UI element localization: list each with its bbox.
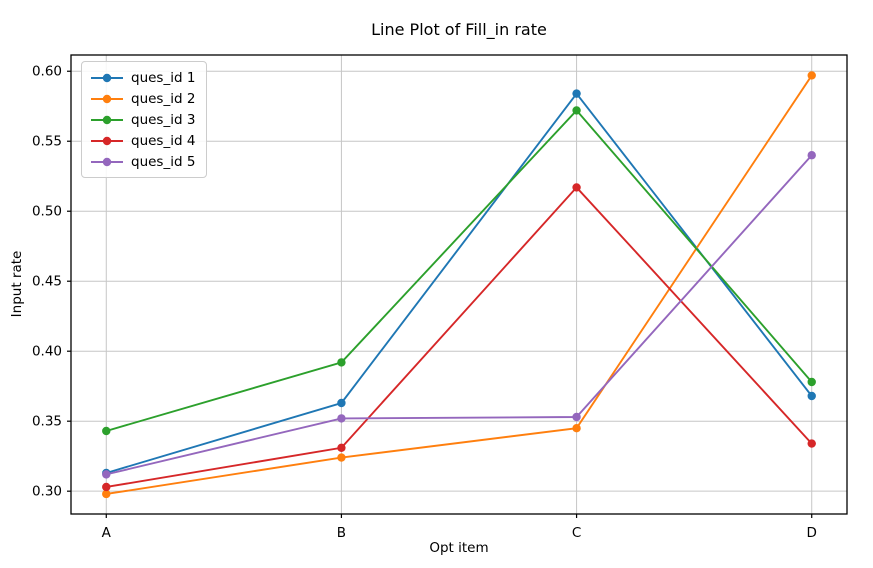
data-point-ques_id-1-D <box>807 391 816 401</box>
y-tick-label: 0.50 <box>32 204 62 220</box>
data-point-ques_id-3-B <box>337 358 346 367</box>
data-point-ques_id-2-C <box>572 423 581 433</box>
data-point-ques_id-5-A <box>102 470 111 479</box>
data-point-ques_id-4-A <box>102 482 111 492</box>
legend-entry: ques_id 3 <box>91 109 195 130</box>
y-tick-label: 0.55 <box>32 134 62 150</box>
data-point-ques_id-4-D <box>807 439 816 448</box>
series-line-ques_id-3 <box>106 109 813 432</box>
legend-marker-icon <box>91 94 123 103</box>
series-line-ques_id-4 <box>106 186 813 488</box>
axes-frame <box>70 54 848 515</box>
legend-marker-icon <box>91 115 123 124</box>
y-tick-label: 0.45 <box>32 274 62 290</box>
series-line-ques_id-2 <box>106 74 813 495</box>
data-point-ques_id-3-C <box>572 106 581 115</box>
x-tick-label: B <box>337 525 346 541</box>
series-line-ques_id-5 <box>106 154 813 476</box>
y-tick-label: 0.60 <box>32 64 62 80</box>
legend-label: ques_id 4 <box>131 132 196 149</box>
x-tick-label: A <box>102 525 112 541</box>
data-point-ques_id-5-D <box>807 151 816 160</box>
series-line-ques_id-1 <box>106 92 813 474</box>
data-point-ques_id-3-D <box>807 377 816 387</box>
data-point-ques_id-1-C <box>572 89 581 98</box>
legend-label: ques_id 5 <box>131 153 196 170</box>
data-point-ques_id-4-B <box>337 443 346 452</box>
chart-title: Line Plot of Fill_in rate <box>371 20 547 39</box>
x-tick-label: C <box>572 525 581 541</box>
legend-marker-icon <box>91 157 123 166</box>
legend-marker-icon <box>91 73 123 82</box>
legend-entry: ques_id 5 <box>91 151 195 172</box>
data-point-ques_id-4-C <box>572 183 581 192</box>
legend-entry: ques_id 2 <box>91 88 195 109</box>
data-point-ques_id-5-B <box>337 414 346 423</box>
data-point-ques_id-2-B <box>337 453 346 462</box>
legend-label: ques_id 1 <box>131 69 196 86</box>
legend-label: ques_id 2 <box>131 90 196 107</box>
data-point-ques_id-2-D <box>807 71 816 80</box>
data-point-ques_id-3-A <box>102 426 111 436</box>
y-tick-label: 0.30 <box>32 484 62 500</box>
y-tick-label: 0.40 <box>32 344 62 360</box>
data-point-ques_id-1-B <box>337 398 346 408</box>
x-tick-label: D <box>807 525 817 541</box>
data-point-ques_id-5-C <box>572 412 581 422</box>
legend-entry: ques_id 1 <box>91 67 195 88</box>
legend: ques_id 1 ques_id 2 ques_id 3 ques_id 4 ques… <box>81 61 208 178</box>
legend-entry: ques_id 4 <box>91 130 195 151</box>
y-tick-label: 0.35 <box>32 414 62 430</box>
x-axis-label: Opt item <box>429 540 489 556</box>
legend-label: ques_id 3 <box>131 111 196 128</box>
legend-marker-icon <box>91 136 123 145</box>
data-point-ques_id-2-A <box>102 489 111 499</box>
